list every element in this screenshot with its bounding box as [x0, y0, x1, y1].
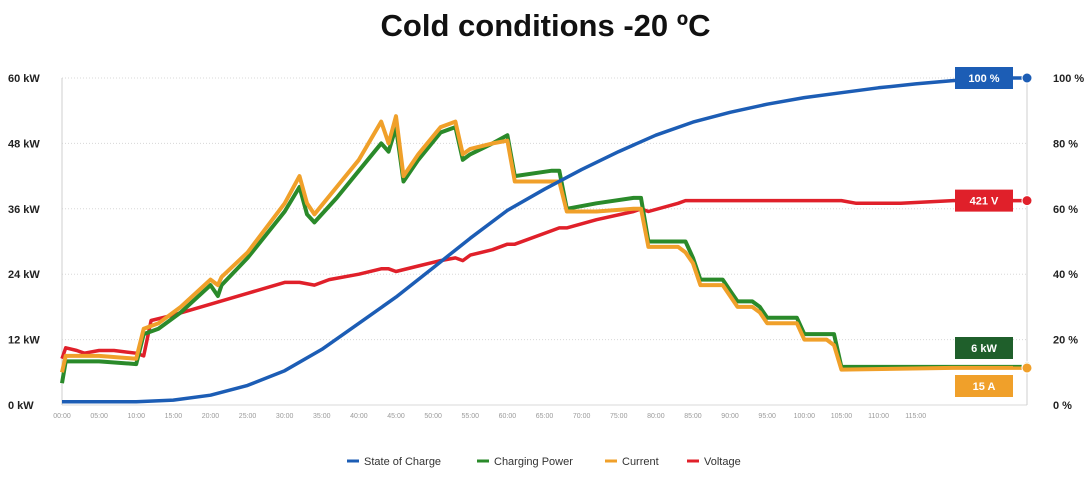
- series-line-charging-power: [60, 125, 1027, 384]
- y-right-tick-label: 100 %: [1053, 73, 1084, 85]
- x-tick-label: 45:00: [387, 413, 405, 420]
- x-tick-label: 55:00: [462, 413, 480, 420]
- y-left-tick-label: 12 kW: [8, 335, 40, 347]
- series-layer: [60, 76, 1027, 404]
- y-left-tick-label: 48 kW: [8, 138, 40, 150]
- series-line-current: [60, 114, 1027, 373]
- x-tick-label: 60:00: [499, 413, 517, 420]
- x-tick-label: 50:00: [424, 413, 442, 420]
- end-label-state-of-charge: 100 %: [968, 73, 999, 85]
- chart-title: Cold conditions -20 ºC: [380, 8, 711, 43]
- x-tick-label: 90:00: [721, 413, 739, 420]
- x-tick-label: 75:00: [610, 413, 628, 420]
- legend-label-state-of-charge: State of Charge: [364, 456, 441, 468]
- x-tick-label: 95:00: [758, 413, 776, 420]
- y-right-tick-label: 0 %: [1053, 400, 1072, 412]
- grid-layer: [62, 77, 1027, 406]
- y-right-tick-label: 80 %: [1053, 138, 1078, 150]
- x-tick-label: 35:00: [313, 413, 331, 420]
- legend-label-current: Current: [622, 456, 659, 468]
- x-tick-label: 10:00: [127, 413, 145, 420]
- x-tick-label: 40:00: [350, 413, 368, 420]
- y-right-tick-label: 20 %: [1053, 335, 1078, 347]
- end-label-charging-power: 6 kW: [971, 343, 997, 355]
- y-left-tick-label: 24 kW: [8, 269, 40, 281]
- end-label-voltage: 421 V: [970, 196, 999, 208]
- end-marker-state-of-charge: [1021, 72, 1033, 84]
- x-tick-label: 110:00: [868, 413, 889, 420]
- legend-label-voltage: Voltage: [704, 456, 741, 468]
- y-left-tick-label: 0 kW: [8, 400, 34, 412]
- x-tick-label: 25:00: [239, 413, 257, 420]
- x-tick-label: 70:00: [573, 413, 591, 420]
- axis-layer: 0 kW 12 kW 24 kW 36 kW 48 kW 60 kW 0 % 20 % 40 %…: [8, 73, 1084, 420]
- end-label-box-state-of-charge: [955, 67, 1013, 89]
- x-tick-label: 105:00: [831, 413, 853, 420]
- end-label-box-current: [955, 375, 1013, 397]
- x-tick-label: 85:00: [684, 413, 702, 420]
- x-tick-label: 00:00: [53, 413, 71, 420]
- x-tick-label: 15:00: [165, 413, 183, 420]
- end-label-current: 15 A: [973, 381, 996, 393]
- x-tick-label: 05:00: [90, 413, 108, 420]
- x-tick-label: 80:00: [647, 413, 665, 420]
- end-marker-current: [1021, 362, 1033, 374]
- x-tick-label: 115:00: [905, 413, 926, 420]
- end-label-box-voltage: [955, 189, 1013, 212]
- y-left-tick-label: 60 kW: [8, 73, 40, 85]
- legend: State of Charge Charging Power Current Volt…: [347, 456, 741, 468]
- x-tick-label: 20:00: [202, 413, 220, 420]
- y-right-tick-label: 60 %: [1053, 204, 1078, 216]
- y-right-tick-label: 40 %: [1053, 269, 1078, 281]
- y-left-tick-label: 36 kW: [8, 204, 40, 216]
- end-label-box-charging-power: [955, 337, 1013, 359]
- end-marker-voltage: [1021, 195, 1033, 207]
- x-tick-label: 100:00: [794, 413, 816, 420]
- end-label-layer: 100 % 6 kW 15 A 421 V: [955, 67, 1033, 397]
- legend-label-charging-power: Charging Power: [494, 456, 573, 468]
- series-line-voltage: [60, 198, 1027, 360]
- x-tick-label: 30:00: [276, 413, 294, 420]
- x-tick-label: 65:00: [536, 413, 554, 420]
- series-line-state-of-charge: [62, 76, 1027, 404]
